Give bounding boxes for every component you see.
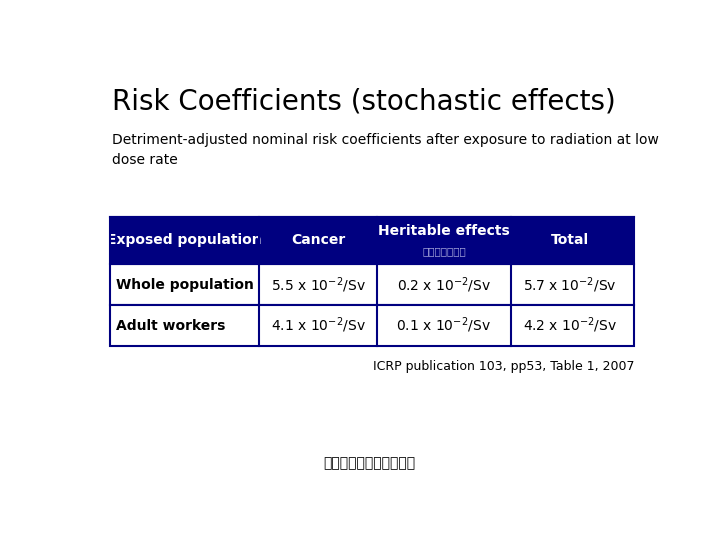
Text: 『遥伝的影響』: 『遥伝的影響』	[422, 246, 466, 256]
Text: Detriment-adjusted nominal risk coefficients after exposure to radiation at low
: Detriment-adjusted nominal risk coeffici…	[112, 133, 660, 167]
Text: Adult workers: Adult workers	[116, 319, 225, 333]
Bar	[109, 305, 634, 346]
Text: 4.2 x 10$^{-2}$/Sv: 4.2 x 10$^{-2}$/Sv	[523, 316, 617, 335]
Text: 0.1 x 10$^{-2}$/Sv: 0.1 x 10$^{-2}$/Sv	[397, 316, 491, 335]
Text: Exposed population: Exposed population	[107, 233, 261, 247]
Text: 5.5 x 10$^{-2}$/Sv: 5.5 x 10$^{-2}$/Sv	[271, 275, 366, 294]
Text: Risk Coefficients (stochastic effects): Risk Coefficients (stochastic effects)	[112, 87, 616, 116]
Text: Total: Total	[551, 233, 589, 247]
Text: Heritable effects: Heritable effects	[378, 224, 510, 238]
Bar	[109, 217, 634, 265]
Text: Cancer: Cancer	[291, 233, 345, 247]
Bar	[109, 217, 634, 265]
Text: 0.2 x 10$^{-2}$/Sv: 0.2 x 10$^{-2}$/Sv	[397, 275, 491, 294]
Text: 5.7 x 10$^{-2}$/Sv: 5.7 x 10$^{-2}$/Sv	[523, 275, 616, 294]
Text: 4.1 x 10$^{-2}$/Sv: 4.1 x 10$^{-2}$/Sv	[271, 316, 366, 335]
Text: Whole population: Whole population	[116, 278, 254, 292]
Text: ICRP publication 103, pp53, Table 1, 2007: ICRP publication 103, pp53, Table 1, 200…	[372, 360, 634, 374]
Bar	[109, 265, 634, 305]
Text: 大学等放射線施設協議会: 大学等放射線施設協議会	[323, 456, 415, 470]
